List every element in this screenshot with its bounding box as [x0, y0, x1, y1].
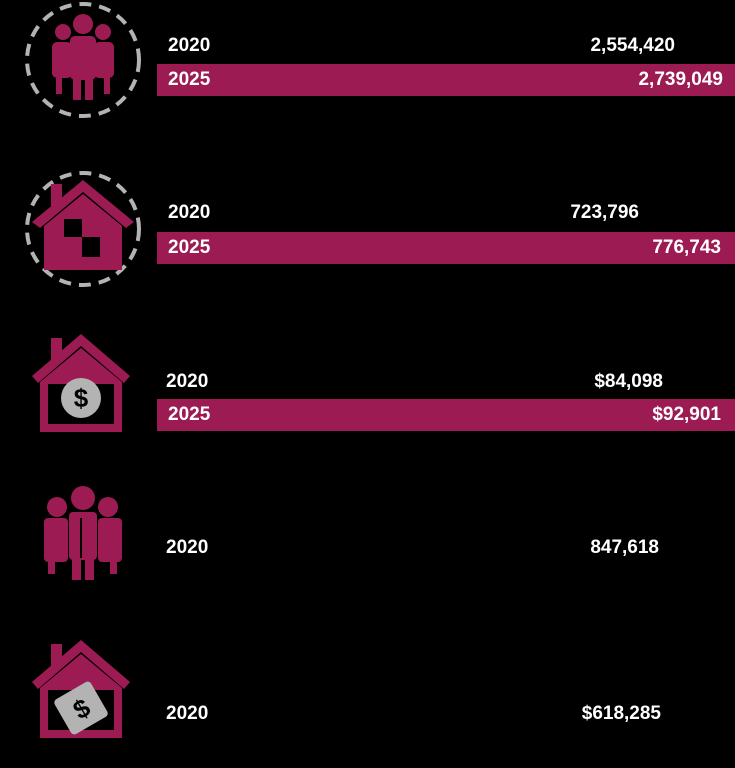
row1-year-2025: 2025 [168, 69, 211, 90]
row3-value-2020: $84,098 [594, 371, 663, 392]
row3-year-2025: 2025 [168, 404, 211, 425]
row1-value-2025: 2,739,049 [638, 69, 723, 90]
family-icon [44, 486, 122, 580]
home-value-icon: $ [32, 640, 130, 738]
household-income-icon: $ [32, 334, 130, 432]
row3-year-2020: 2020 [166, 371, 209, 392]
row1-value-2020: 2,554,420 [590, 35, 675, 56]
households-icon [25, 171, 141, 287]
row5-value-2020: $618,285 [581, 703, 661, 724]
svg-text:$: $ [74, 383, 89, 413]
row3-value-2025: $92,901 [652, 404, 721, 425]
row2-value-2020: 723,796 [570, 202, 639, 223]
row2-value-2025: 776,743 [652, 237, 721, 258]
row4-value-2020: 847,618 [590, 537, 659, 558]
row1-bar-2025 [157, 64, 735, 96]
row2-year-2025: 2025 [168, 237, 211, 258]
row1-year-2020: 2020 [168, 35, 211, 56]
row2-bar-2025 [157, 232, 735, 264]
row4-year-2020: 2020 [166, 537, 209, 558]
row3-bar-2025 [157, 399, 735, 431]
population-icon [25, 2, 141, 118]
row5-year-2020: 2020 [166, 703, 209, 724]
row2-year-2020: 2020 [168, 202, 211, 223]
